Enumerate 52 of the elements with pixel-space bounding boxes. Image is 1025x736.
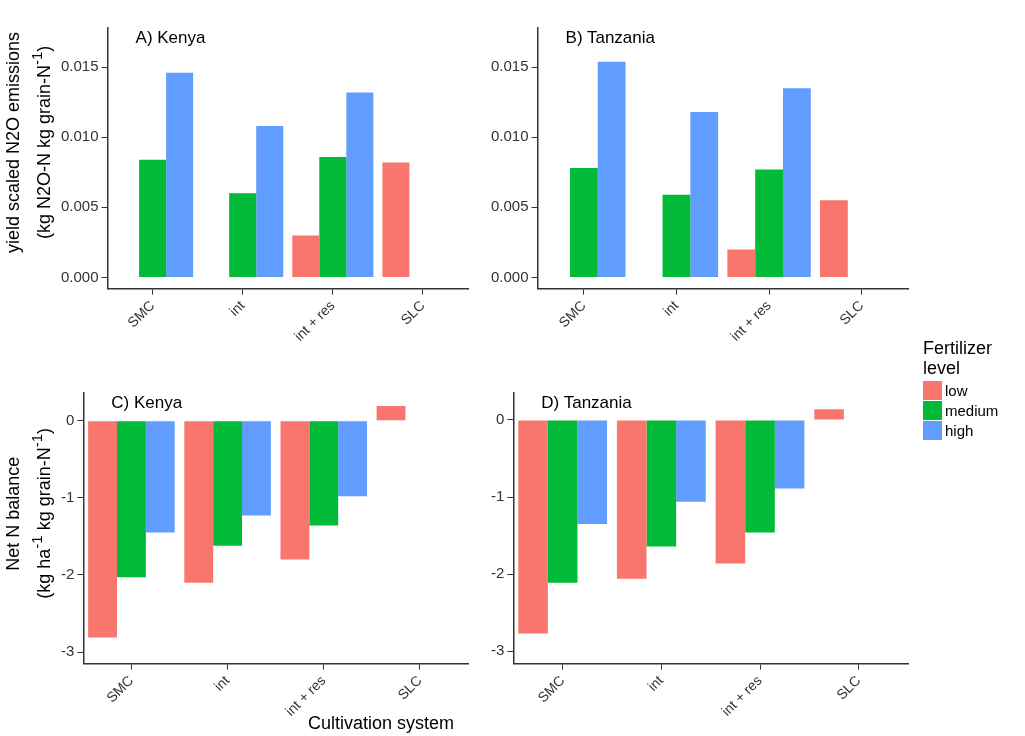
bar: [382, 162, 410, 277]
bar: [166, 72, 194, 277]
bar: [569, 168, 598, 277]
legend-title: Fertilizer level: [923, 338, 993, 378]
bar: [782, 88, 811, 277]
y-tick-label: -3: [60, 642, 75, 660]
x-axis-title: Cultivation system: [308, 713, 455, 734]
bar: [820, 200, 848, 277]
y-tick-label: 0.015: [60, 57, 99, 75]
x-tick-label: int: [644, 672, 667, 694]
y-tick-label: 0.010: [490, 127, 529, 145]
y-tick-label: 0.010: [60, 127, 99, 145]
chart-title: C) Kenya: [111, 393, 183, 413]
x-tick-label: int: [225, 297, 248, 319]
y-tick-label: 0.000: [60, 267, 99, 285]
y-tick-label: 0.005: [60, 197, 99, 215]
chart-title: D) Tanzania: [541, 393, 633, 413]
x-tick-label: int: [210, 672, 233, 694]
bar: [346, 92, 374, 277]
y-tick-label: -2: [60, 565, 75, 583]
x-tick-label: int + res: [718, 672, 765, 719]
x-tick-label: int + res: [290, 297, 338, 344]
y-tick-label: -1: [490, 487, 505, 505]
bar: [727, 249, 756, 277]
x-tick-label: int: [659, 297, 682, 319]
x-tick-label: SLC: [832, 672, 864, 703]
y-tick-label: 0: [65, 410, 75, 428]
chart-title: A) Kenya: [135, 28, 207, 48]
bar: [256, 126, 284, 277]
bar: [292, 235, 320, 277]
y-tick-label: 0.000: [490, 267, 529, 285]
bar: [139, 159, 167, 277]
y-tick-label: 0.015: [490, 57, 529, 75]
x-tick-label: SLC: [397, 297, 428, 328]
chart-title: B) Tanzania: [565, 28, 656, 48]
y-tick-label: -2: [490, 564, 505, 582]
y-tick-label: 0: [495, 410, 505, 428]
y-tick-label: -3: [490, 641, 505, 659]
y-tick-label: 0.005: [490, 197, 529, 215]
x-tick-label: SLC: [394, 672, 425, 703]
bar: [690, 112, 719, 277]
bar: [319, 156, 347, 277]
legend-label: low: [945, 381, 968, 399]
legend-label: medium: [945, 401, 999, 419]
legend-label: high: [945, 421, 974, 439]
bar: [229, 193, 257, 277]
x-tick-label: int + res: [727, 297, 774, 344]
y-tick-label: -1: [60, 488, 75, 505]
bar: [597, 61, 626, 277]
bar: [755, 169, 783, 277]
x-tick-label: SLC: [835, 297, 867, 328]
bar: [662, 194, 691, 277]
